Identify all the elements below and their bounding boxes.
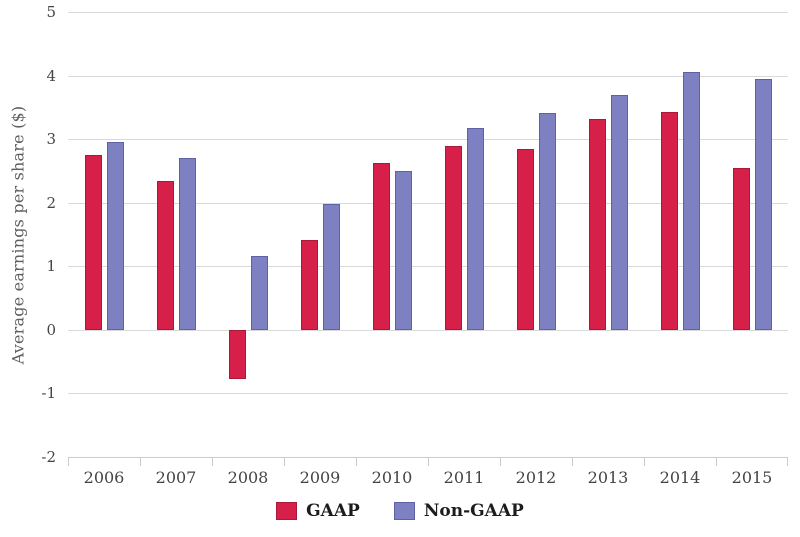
non-gaap-color-swatch (393, 502, 415, 520)
bar-gaap-2014 (660, 112, 678, 330)
x-tick-label-2012: 2012 (515, 468, 557, 487)
y-tick-label-2: 2 (46, 193, 56, 212)
bar-gaap-2013 (588, 119, 606, 330)
x-axis-tick (572, 457, 573, 466)
gridline-y-4 (68, 75, 788, 77)
x-axis-tick (140, 457, 141, 466)
bar-non-gaap-2006 (106, 141, 124, 330)
y-tick-label--2: -2 (41, 448, 56, 466)
non-gaap-legend-label: Non-GAAP (423, 501, 524, 521)
bar-non-gaap-2008 (250, 256, 268, 330)
bar-gaap-2007 (156, 181, 174, 330)
bar-non-gaap-2009 (322, 204, 340, 330)
y-tick-label-0: 0 (46, 320, 56, 339)
bar-non-gaap-2013 (610, 95, 628, 330)
gridline-y-5 (68, 12, 788, 13)
bar-non-gaap-2014 (682, 72, 700, 330)
x-tick-label-2006: 2006 (83, 468, 125, 487)
bar-non-gaap-2012 (538, 113, 556, 330)
x-axis-tick (68, 457, 69, 466)
gridline-y-3 (68, 139, 788, 141)
x-tick-label-2013: 2013 (587, 468, 629, 487)
y-tick-label-4: 4 (46, 66, 56, 85)
bar-gaap-2009 (300, 240, 318, 330)
bar-gaap-2010 (372, 163, 390, 330)
x-tick-label-2008: 2008 (227, 468, 269, 487)
bar-non-gaap-2007 (178, 158, 196, 330)
bar-non-gaap-2011 (466, 127, 484, 330)
x-axis-tick (787, 457, 788, 466)
x-axis-tick (644, 457, 645, 466)
x-axis-tick (356, 457, 357, 466)
bar-gaap-2015 (732, 167, 750, 330)
x-tick-label-2011: 2011 (443, 468, 485, 487)
x-axis-tick (212, 457, 213, 466)
bar-non-gaap-2015 (754, 79, 772, 330)
y-tick-label-5: 5 (46, 3, 56, 21)
gridline-y-0 (68, 329, 788, 331)
x-axis-tick (716, 457, 717, 466)
x-tick-label-2010: 2010 (371, 468, 413, 487)
y-tick-label-1: 1 (46, 257, 56, 276)
legend-item-non-gaap: Non-GAAP (393, 501, 524, 521)
bar-gaap-2012 (516, 148, 534, 330)
bar-gaap-2011 (444, 146, 462, 330)
x-tick-label-2009: 2009 (299, 468, 341, 487)
x-tick-label-2007: 2007 (155, 468, 197, 487)
legend-item-gaap: GAAP (276, 501, 360, 521)
x-axis-tick (284, 457, 285, 466)
gaap-legend-label: GAAP (306, 501, 360, 521)
gridline-y--1 (68, 393, 788, 395)
x-axis-tick (428, 457, 429, 466)
y-tick-label--1: -1 (41, 384, 56, 403)
bar-gaap-2006 (84, 155, 102, 330)
gridline-y-2 (68, 202, 788, 204)
bar-gaap-2008 (228, 329, 246, 380)
x-axis-tick (500, 457, 501, 466)
gaap-color-swatch (276, 502, 298, 520)
legend: GAAP Non-GAAP (0, 501, 800, 521)
plot-area (68, 12, 788, 466)
x-tick-label-2015: 2015 (731, 468, 773, 487)
y-tick-label-3: 3 (46, 130, 56, 149)
x-tick-label-2014: 2014 (659, 468, 701, 487)
bar-non-gaap-2010 (394, 170, 412, 330)
gridline-y-1 (68, 266, 788, 268)
